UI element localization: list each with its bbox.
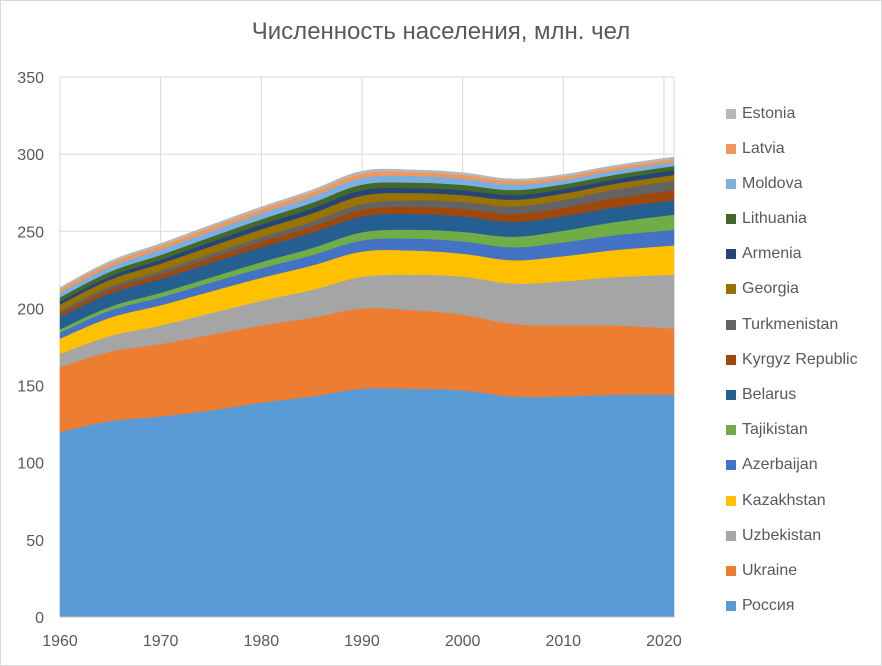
legend-label: Kyrgyz Republic [742, 350, 858, 368]
x-tick-label: 1990 [344, 633, 380, 650]
legend-label: Tajikistan [742, 421, 808, 439]
legend-swatch [726, 319, 736, 330]
legend-swatch [726, 284, 736, 295]
legend-item: Belarus [726, 384, 876, 407]
legend-label: Armenia [742, 245, 802, 263]
y-tick-label: 250 [17, 224, 44, 241]
legend-item: Armenia [726, 243, 876, 266]
chart-legend: Estonia Latvia Moldova Lithuania Armenia Geor… [726, 102, 876, 618]
legend-item: Turkmenistan [726, 313, 876, 336]
legend-swatch [726, 460, 736, 471]
legend-swatch [726, 249, 736, 260]
legend-label: Россия [742, 597, 795, 615]
legend-label: Belarus [742, 386, 797, 403]
legend-swatch [726, 390, 736, 400]
y-tick-label: 0 [35, 610, 44, 627]
area-series-estonia [59, 156, 675, 290]
legend-item: Россия [726, 595, 876, 618]
y-tick-label: 200 [17, 301, 44, 318]
x-tick-label: 2020 [646, 633, 682, 650]
legend-label: Kazakhstan [742, 491, 826, 509]
legend-item: Uzbekistan [726, 524, 876, 547]
legend-label: Azerbaijan [742, 456, 818, 474]
legend-swatch [726, 425, 736, 436]
legend-label: Lithuania [742, 210, 807, 228]
legend-swatch [726, 530, 736, 541]
legend-swatch [726, 178, 736, 189]
x-tick-label: 2010 [545, 633, 581, 650]
legend-label: Turkmenistan [742, 315, 839, 333]
x-tick-label: 1980 [244, 633, 280, 650]
x-tick-label: 1970 [143, 633, 179, 650]
legend-label: Moldova [742, 174, 803, 192]
legend-label: Georgia [742, 280, 799, 298]
legend-label: Uzbekistan [742, 526, 822, 544]
area-series-россия [59, 387, 675, 618]
y-tick-label: 150 [17, 379, 44, 396]
legend-item: Latvia [726, 137, 876, 160]
legend-item: Kazakhstan [726, 489, 876, 512]
legend-item: Tajikistan [726, 419, 876, 442]
legend-swatch [726, 214, 736, 225]
legend-swatch [726, 108, 736, 119]
legend-label: Estonia [742, 104, 796, 122]
legend-swatch [726, 495, 736, 506]
y-tick-label: 100 [17, 456, 44, 473]
legend-item: Kyrgyz Republic [726, 348, 876, 371]
y-tick-label: 50 [26, 533, 44, 550]
legend-swatch [726, 354, 736, 365]
legend-swatch [726, 565, 736, 576]
legend-label: Latvia [742, 139, 785, 157]
y-tick-label: 350 [17, 70, 44, 87]
legend-swatch [726, 601, 736, 612]
legend-item: Estonia [726, 102, 876, 125]
legend-item: Moldova [726, 172, 876, 195]
chart-title: Численность населения, млн. чел [251, 18, 631, 45]
legend-item: Georgia [726, 278, 876, 301]
legend-item: Azerbaijan [726, 454, 876, 477]
x-tick-label: 2000 [445, 633, 481, 650]
x-tick-label: 1960 [42, 633, 78, 650]
legend-item: Lithuania [726, 208, 876, 231]
legend-label: Ukraine [742, 561, 798, 579]
legend-item: Ukraine [726, 559, 876, 582]
y-tick-label: 300 [17, 147, 44, 164]
legend-swatch [726, 143, 736, 154]
